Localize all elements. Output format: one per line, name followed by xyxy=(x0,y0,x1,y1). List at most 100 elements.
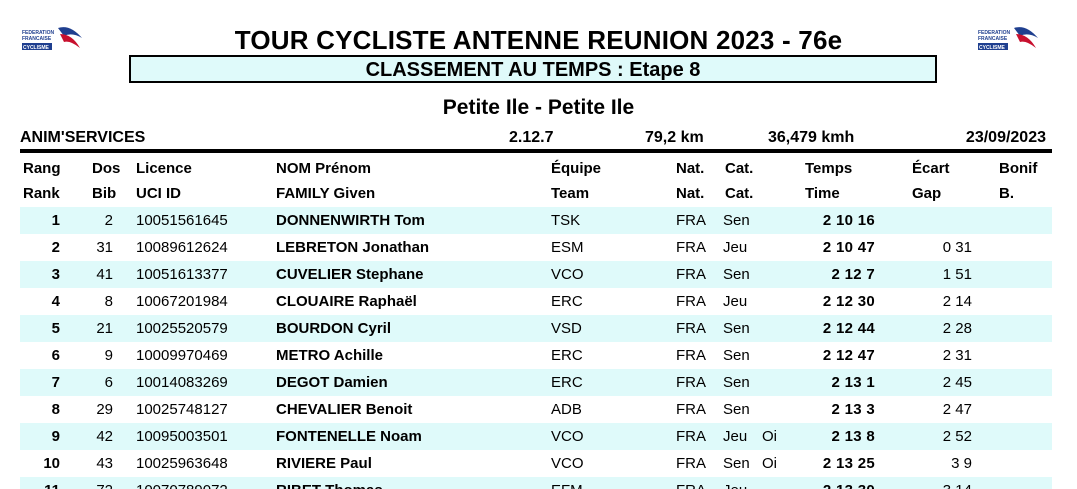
header-licence-en: UCI ID xyxy=(136,185,181,202)
race-date: 23/09/2023 xyxy=(965,129,1046,146)
nationality: FRA xyxy=(676,293,706,310)
bib: 8 xyxy=(104,293,113,310)
table-header-en: Rank Bib UCI ID FAMILY Given Team Nat. C… xyxy=(20,185,1052,207)
nationality: FRA xyxy=(676,239,706,256)
category: Jeu xyxy=(723,428,748,445)
svg-text:FRANCAISE: FRANCAISE xyxy=(978,36,1008,42)
rank: 8 xyxy=(51,401,60,418)
stage-name: Petite Ile - Petite Ile xyxy=(442,96,635,119)
time: 2 13 30 xyxy=(800,477,875,489)
table-row: 8 29 10025748127 CHEVALIER Benoit ADB FR… xyxy=(20,396,1052,423)
header-name-en: FAMILY Given xyxy=(276,185,376,202)
header-time-en: Time xyxy=(805,185,840,202)
header-time: Temps xyxy=(805,160,853,177)
svg-text:FEDERATION: FEDERATION xyxy=(22,30,55,36)
table-header-fr: Rang Dos Licence NOM Prénom Équipe Nat. … xyxy=(20,160,1052,182)
bib: 9 xyxy=(104,347,113,364)
stage-duration: 2.12.7 xyxy=(509,129,554,146)
time: 2 12 7 xyxy=(831,266,875,283)
nationality: FRA xyxy=(676,428,706,445)
rank: 1 xyxy=(51,212,60,229)
gap: 2 45 xyxy=(942,374,972,391)
team: ERC xyxy=(551,347,583,364)
category: Sen xyxy=(723,455,750,472)
header-cat-en: Cat. xyxy=(725,185,754,202)
svg-text:FRANCAISE: FRANCAISE xyxy=(22,36,52,42)
table-row: 9 42 10095003501 FONTENELLE Noam VCO FRA… xyxy=(20,423,1052,450)
time: 2 12 30 xyxy=(822,293,875,310)
bib: 6 xyxy=(104,374,113,391)
gap: 2 14 xyxy=(942,293,972,310)
svg-text:CYCLISME: CYCLISME xyxy=(23,45,50,51)
results-table: 1 2 10051561645 DONNENWIRTH Tom TSK FRA … xyxy=(20,207,1052,489)
rank: 2 xyxy=(51,239,60,256)
rank: 6 xyxy=(51,347,60,364)
licence: 10070789072 xyxy=(136,477,228,489)
nationality: FRA xyxy=(676,347,706,364)
rider-name: BOURDON Cyril xyxy=(276,320,392,337)
category: Sen xyxy=(723,347,750,364)
rider-name: DONNENWIRTH Tom xyxy=(276,212,425,229)
svg-text:CYCLISME: CYCLISME xyxy=(979,45,1006,51)
team: VCO xyxy=(551,428,584,445)
bib: 31 xyxy=(96,239,113,256)
table-row: 6 9 10009970469 METRO Achille ERC FRA Se… xyxy=(20,342,1052,369)
category: Jeu xyxy=(723,239,748,256)
team: VCO xyxy=(551,455,584,472)
category-extra: Oi xyxy=(762,455,777,472)
team: TSK xyxy=(551,212,581,229)
header-bib: Dos xyxy=(92,160,121,177)
bib: 21 xyxy=(96,320,113,337)
gap: 3 9 xyxy=(951,455,972,472)
stage-distance: 79,2 km xyxy=(645,129,704,146)
time: 2 10 16 xyxy=(822,212,875,229)
header-cat: Cat. xyxy=(725,160,754,177)
licence: 10067201984 xyxy=(136,293,228,310)
table-row: 11 72 10070789072 RIBET Thomas EFM FRA J… xyxy=(20,477,1052,489)
category: Sen xyxy=(723,212,750,229)
race-info-bar: ANIM'SERVICES 2.12.7 79,2 km 36,479 kmh … xyxy=(20,129,1052,149)
rider-name: RIVIERE Paul xyxy=(276,455,372,472)
header-name: NOM Prénom xyxy=(276,160,372,177)
header-team: Équipe xyxy=(551,160,602,177)
rider-name: CLOUAIRE Raphaël xyxy=(276,293,417,310)
header-bib-en: Bib xyxy=(92,185,117,202)
header-bonus: Bonif xyxy=(999,160,1038,177)
bib: 72 xyxy=(80,477,113,489)
rank: 7 xyxy=(51,374,60,391)
licence: 10051613377 xyxy=(136,266,228,283)
table-row: 10 43 10025963648 RIVIERE Paul VCO FRA S… xyxy=(20,450,1052,477)
rider-name: FONTENELLE Noam xyxy=(276,428,422,445)
gap: 2 52 xyxy=(942,428,972,445)
table-row: 5 21 10025520579 BOURDON Cyril VSD FRA S… xyxy=(20,315,1052,342)
svg-text:FEDERATION: FEDERATION xyxy=(978,30,1011,36)
table-row: 1 2 10051561645 DONNENWIRTH Tom TSK FRA … xyxy=(20,207,1052,234)
bib: 29 xyxy=(96,401,113,418)
table-row: 4 8 10067201984 CLOUAIRE Raphaël ERC FRA… xyxy=(20,288,1052,315)
category-extra: Oi xyxy=(762,428,777,445)
team: VSD xyxy=(551,320,582,337)
category: Jeu xyxy=(723,293,748,310)
bib: 2 xyxy=(104,212,113,229)
rank: 3 xyxy=(51,266,60,283)
time: 2 12 44 xyxy=(822,320,875,337)
licence: 10089612624 xyxy=(136,239,228,256)
nationality: FRA xyxy=(676,455,706,472)
header-nat: Nat. xyxy=(676,160,705,177)
header-nat-en: Nat. xyxy=(676,185,705,202)
category: Jeu xyxy=(723,477,747,489)
bib: 41 xyxy=(96,266,113,283)
team: ERC xyxy=(551,293,583,310)
time: 2 13 8 xyxy=(831,428,875,445)
bib: 43 xyxy=(96,455,113,472)
nationality: FRA xyxy=(676,477,706,489)
header-divider xyxy=(20,149,1052,153)
header-gap: Écart xyxy=(912,160,950,177)
category: Sen xyxy=(723,374,750,391)
rank: 5 xyxy=(51,320,60,337)
licence: 10025748127 xyxy=(136,401,228,418)
average-speed: 36,479 kmh xyxy=(768,129,855,146)
category: Sen xyxy=(723,320,750,337)
team: EFM xyxy=(551,477,583,489)
licence: 10014083269 xyxy=(136,374,228,391)
